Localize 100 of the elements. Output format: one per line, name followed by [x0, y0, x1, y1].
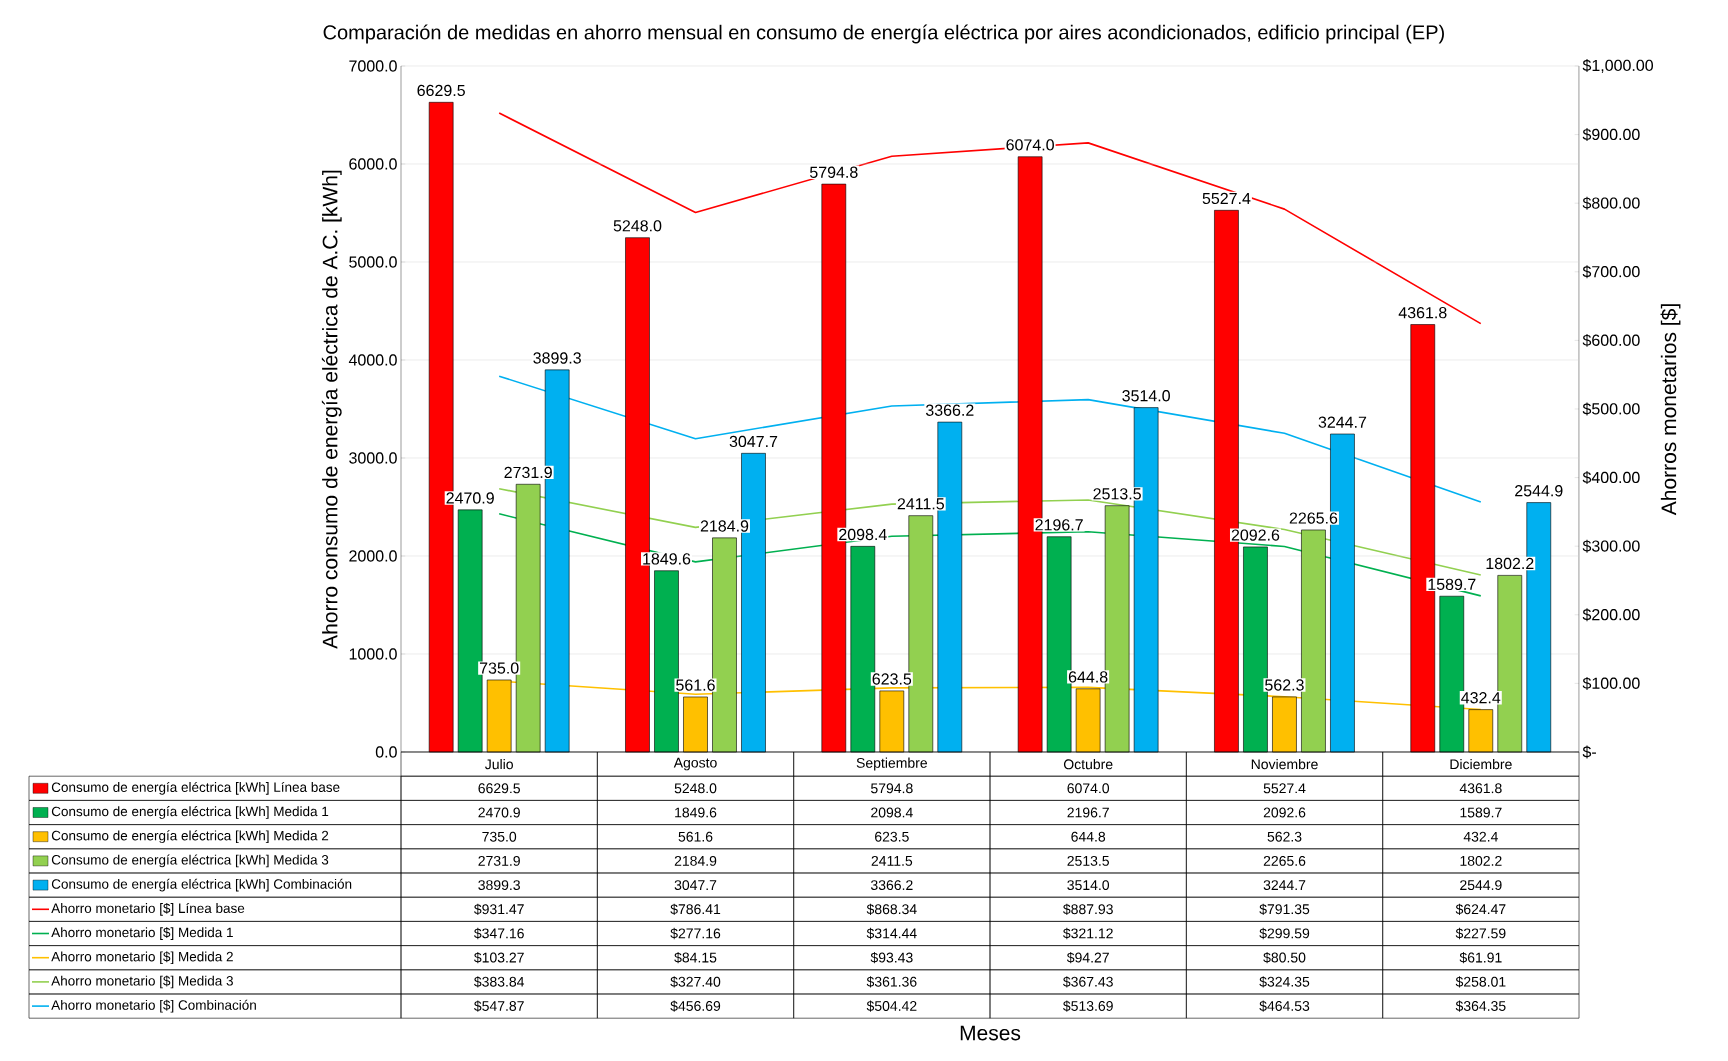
data-label: $887.93 — [1063, 903, 1113, 915]
data-label: 2184.9 — [674, 855, 717, 866]
text: 3899.3 — [533, 352, 581, 364]
text: 1849.6 — [643, 553, 691, 565]
text: 3047.7 — [729, 435, 778, 448]
data-label: $367.43 — [1063, 976, 1113, 988]
data-label: $258.01 — [1455, 976, 1506, 988]
y2-axis-title: Ahorros monetarios [$] — [1660, 304, 1681, 516]
data-label: 5527.4 — [1263, 783, 1306, 794]
text: 2184.9 — [700, 520, 749, 532]
data-label: 2098.4 — [871, 807, 913, 818]
y-tick-label: 2000.0 — [349, 550, 397, 562]
data-label: 2092.6 — [1263, 807, 1306, 818]
y-tick-label: 3000.0 — [349, 452, 397, 464]
x-tick-label: Noviembre — [1251, 758, 1318, 770]
data-label: $93.43 — [870, 952, 913, 964]
data-label: $931.47 — [474, 903, 524, 915]
data-label: $327.40 — [670, 976, 721, 988]
text: 432.4 — [1461, 692, 1501, 704]
data-label: 4361.8 — [1459, 783, 1502, 794]
y2-tick-label: $100.00 — [1582, 676, 1640, 690]
data-label: 3899.3 — [478, 880, 520, 891]
y2-tick-label: $600.00 — [1582, 333, 1640, 347]
data-label: 3366.2 — [870, 880, 913, 891]
data-label: 3514.0 — [1067, 880, 1110, 891]
data-label: 1802.2 — [1460, 855, 1502, 866]
data-label: 1849.6 — [675, 807, 717, 818]
data-label: 6629.5 — [478, 783, 520, 794]
y2-tick-label: $700.00 — [1582, 265, 1640, 279]
data-label: 6074.0 — [1067, 783, 1110, 794]
data-label: 432.4 — [1463, 831, 1498, 842]
text: 1802.2 — [1486, 557, 1534, 570]
legend-label: Consumo de energía eléctrica [kWh] Combinación — [51, 878, 352, 892]
text: 2098.4 — [839, 528, 887, 541]
data-label: 2470.9 — [478, 807, 520, 818]
data-label: 3047.7 — [674, 880, 717, 891]
y-tick-label: 4000.0 — [348, 354, 397, 366]
x-tick-label: Agosto — [673, 757, 717, 771]
text: 5527.4 — [1202, 192, 1251, 205]
data-label: 735.0 — [482, 831, 517, 842]
data-label: $464.53 — [1259, 1000, 1310, 1012]
text: 6074.0 — [1006, 139, 1054, 151]
y-axis-title: Ahorro consumo de energía eléctrica de A.C. [kWh] — [321, 170, 342, 649]
legend-label: Ahorro monetario [$] Línea base — [51, 902, 245, 916]
y2-tick-label: $300.00 — [1582, 539, 1640, 553]
data-label: $624.47 — [1455, 903, 1506, 915]
data-label: $61.91 — [1459, 952, 1502, 964]
y2-tick-label: $- — [1582, 745, 1596, 759]
legend-label: Ahorro monetario [$] Medida 2 — [51, 951, 233, 965]
data-label: 2265.6 — [1263, 855, 1306, 866]
y-tick-label: 6000.0 — [349, 158, 397, 170]
y2-tick-label: $800.00 — [1582, 196, 1640, 210]
y2-tick-label: $1,000.00 — [1582, 59, 1654, 73]
y-tick-label: 7000.0 — [349, 60, 397, 72]
text: 5248.0 — [613, 220, 662, 232]
data-label: 3244.7 — [1263, 880, 1306, 891]
text: 561.6 — [676, 679, 715, 691]
y-tick-label: 1000.0 — [349, 648, 397, 660]
text: 644.8 — [1068, 671, 1108, 683]
data-label: 2731.9 — [478, 855, 520, 866]
y2-tick-label: $900.00 — [1582, 128, 1640, 142]
data-label: $321.12 — [1063, 927, 1113, 940]
data-label: $383.84 — [474, 976, 525, 988]
data-label: $868.34 — [866, 903, 917, 915]
y-tick-label: 5000.0 — [349, 256, 397, 268]
text: 623.5 — [872, 673, 912, 685]
y-tick-label: 0.0 — [375, 746, 397, 758]
data-label: 2544.9 — [1460, 880, 1502, 891]
data-label: 1589.7 — [1460, 807, 1502, 818]
text: 2265.6 — [1289, 512, 1338, 524]
legend-label: Consumo de energía eléctrica [kWh] Línea base — [51, 781, 340, 795]
x-tick-label: Julio — [485, 758, 513, 770]
data-label: 644.8 — [1071, 831, 1106, 842]
data-label: $84.15 — [674, 952, 717, 964]
text: 2513.5 — [1093, 488, 1141, 500]
data-label: $299.59 — [1259, 927, 1310, 940]
legend-label: Ahorro monetario [$] Medida 3 — [51, 975, 233, 989]
data-label: 2196.7 — [1067, 807, 1109, 818]
data-label: $347.16 — [474, 927, 524, 940]
y2-tick-label: $200.00 — [1582, 608, 1640, 622]
data-label: 2513.5 — [1067, 855, 1109, 866]
data-label: $324.35 — [1259, 976, 1310, 988]
text: 2411.5 — [897, 498, 944, 510]
text: 5794.8 — [809, 166, 858, 178]
data-label: $547.87 — [474, 1000, 524, 1012]
data-label: $504.42 — [866, 1000, 917, 1012]
data-label: 2411.5 — [871, 855, 913, 866]
text: 735.0 — [479, 662, 519, 674]
y2-tick-label: $400.00 — [1582, 471, 1640, 485]
data-label: 5794.8 — [871, 783, 913, 794]
chart-title: Comparación de medidas en ahorro mensual en consumo de energía eléctrica por aires acondicionados, edificio principal (EP) — [323, 24, 1444, 44]
text: 2731.9 — [504, 466, 552, 479]
data-label: $791.35 — [1259, 903, 1310, 915]
data-label: $227.59 — [1455, 927, 1506, 940]
data-label: $314.44 — [866, 927, 917, 940]
text: 3366.2 — [925, 404, 974, 416]
data-label: $364.35 — [1455, 1000, 1506, 1012]
data-label: 561.6 — [678, 831, 713, 842]
data-label: $786.41 — [670, 903, 721, 915]
data-label: 5248.0 — [674, 783, 717, 794]
